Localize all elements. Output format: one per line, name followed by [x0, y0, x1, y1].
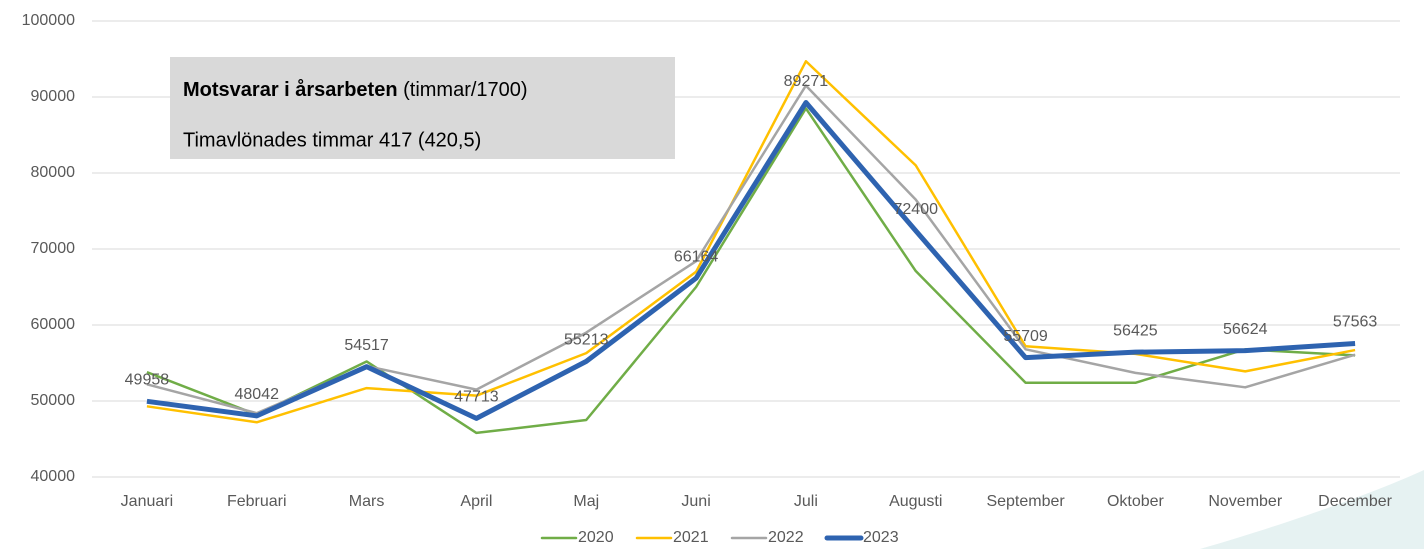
annotation-box	[170, 57, 675, 159]
y-tick-label: 60000	[31, 316, 76, 333]
data-label: 54517	[344, 337, 389, 354]
x-tick-label: Juli	[794, 493, 818, 510]
x-tick-label: Oktober	[1107, 493, 1165, 510]
y-tick-label: 90000	[31, 88, 76, 105]
legend-label: 2023	[863, 529, 899, 546]
data-label: 48042	[235, 386, 280, 403]
x-tick-label: Augusti	[889, 493, 942, 510]
data-label: 89271	[784, 73, 829, 90]
x-tick-label: Maj	[573, 493, 599, 510]
data-label: 57563	[1333, 314, 1378, 331]
data-label: 66164	[674, 248, 719, 265]
annotation: Motsvarar i årsarbeten (timmar/1700)	[183, 78, 528, 101]
decoration	[1200, 470, 1424, 549]
x-tick-label: Februari	[227, 493, 287, 510]
annotation-line: Timavlönades timmar 417 (420,5)	[183, 129, 481, 151]
legend-label: 2020	[578, 529, 614, 546]
annotation-bold: Motsvarar i årsarbeten	[183, 78, 398, 101]
annotation-note: (timmar/1700)	[403, 79, 527, 101]
data-label: 47713	[454, 389, 499, 406]
x-tick-label: September	[986, 493, 1065, 510]
data-label: 56425	[1113, 322, 1158, 339]
y-tick-label: 40000	[31, 468, 76, 485]
x-tick-label: April	[460, 493, 492, 510]
legend-label: 2022	[768, 529, 804, 546]
data-label: 55709	[1003, 328, 1048, 345]
x-tick-label: Mars	[349, 493, 385, 510]
data-label: 55213	[564, 332, 609, 349]
data-label: 56624	[1223, 321, 1268, 338]
data-label: 49958	[125, 372, 170, 389]
y-tick-label: 100000	[22, 12, 75, 29]
x-tick-label: Juni	[681, 493, 710, 510]
series-line	[146, 107, 1356, 435]
series-line	[146, 60, 1356, 424]
x-tick-label: November	[1208, 493, 1282, 510]
series-line	[146, 100, 1356, 421]
x-tick-label: December	[1318, 493, 1392, 510]
x-tick-label: Januari	[121, 493, 173, 510]
y-tick-label: 70000	[31, 240, 76, 257]
legend-label: 2021	[673, 529, 709, 546]
y-tick-label: 50000	[31, 392, 76, 409]
data-label: 72400	[894, 201, 939, 218]
y-tick-label: 80000	[31, 164, 76, 181]
